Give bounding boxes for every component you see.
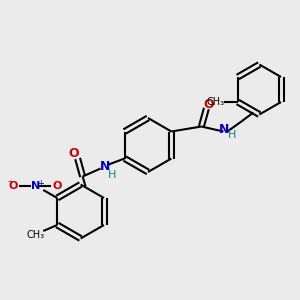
Text: N: N xyxy=(99,160,110,173)
Text: CH₃: CH₃ xyxy=(26,230,44,240)
Text: H: H xyxy=(228,130,237,140)
Text: N: N xyxy=(219,123,230,136)
Text: O: O xyxy=(68,147,79,160)
Text: H: H xyxy=(107,169,116,179)
Text: O: O xyxy=(203,98,214,111)
Text: O: O xyxy=(52,181,62,191)
Text: O: O xyxy=(8,181,18,191)
Text: N: N xyxy=(31,181,40,191)
Text: -: - xyxy=(7,176,11,186)
Text: CH₃: CH₃ xyxy=(207,97,225,107)
Text: +: + xyxy=(37,179,44,188)
